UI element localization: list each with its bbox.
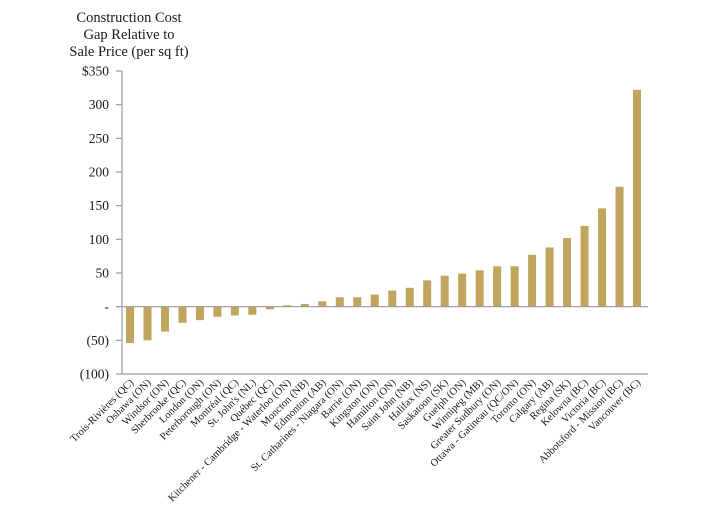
y-tick-label: 100	[89, 232, 110, 247]
bar	[388, 290, 397, 307]
bar	[615, 186, 624, 307]
bar	[160, 306, 169, 332]
bar	[493, 266, 502, 307]
y-tick-label: (100)	[80, 367, 109, 382]
bar	[283, 305, 292, 307]
y-tick-label: 250	[89, 131, 110, 146]
bar	[195, 306, 204, 321]
y-tick-label: 150	[89, 198, 110, 213]
bar	[440, 275, 449, 307]
bar	[528, 254, 537, 307]
bar	[563, 237, 572, 307]
bar	[230, 306, 239, 316]
bar	[143, 306, 152, 341]
bar	[265, 306, 274, 310]
bar	[633, 89, 641, 307]
y-axis-title-line-3: Sale Price (per sq ft)	[69, 44, 189, 60]
bar	[318, 301, 327, 307]
y-axis: $350 300 250 200 150 100 50 - (50) (100)	[80, 64, 648, 382]
x-axis-labels: Trois-Rivières (QC)Oshawa (ON)Windsor (O…	[69, 377, 644, 504]
y-axis-title-line-2: Gap Relative to	[83, 27, 175, 43]
y-axis-title: Construction Cost Gap Relative to Sale P…	[68, 10, 190, 61]
y-tick-label: (50)	[87, 333, 110, 348]
y-tick-label: 50	[96, 266, 110, 281]
bar	[475, 270, 484, 307]
y-tick-label: 200	[89, 165, 110, 180]
bar	[458, 273, 467, 307]
bar	[213, 306, 222, 317]
bar	[580, 225, 589, 307]
bar	[126, 306, 134, 344]
bar	[545, 247, 554, 307]
bar	[598, 208, 607, 307]
y-tick-label: $350	[82, 64, 109, 79]
bar	[423, 280, 432, 307]
bar	[405, 287, 414, 307]
y-axis-title-line-1: Construction Cost	[76, 10, 182, 26]
bar	[178, 306, 187, 323]
bars	[122, 89, 648, 344]
y-tick-label: -	[105, 299, 110, 314]
bar	[370, 294, 379, 307]
bar	[248, 306, 257, 315]
bar	[335, 297, 344, 307]
bar	[353, 297, 362, 307]
bar	[510, 266, 519, 307]
bar	[300, 303, 309, 307]
y-tick-label: 300	[89, 97, 110, 112]
